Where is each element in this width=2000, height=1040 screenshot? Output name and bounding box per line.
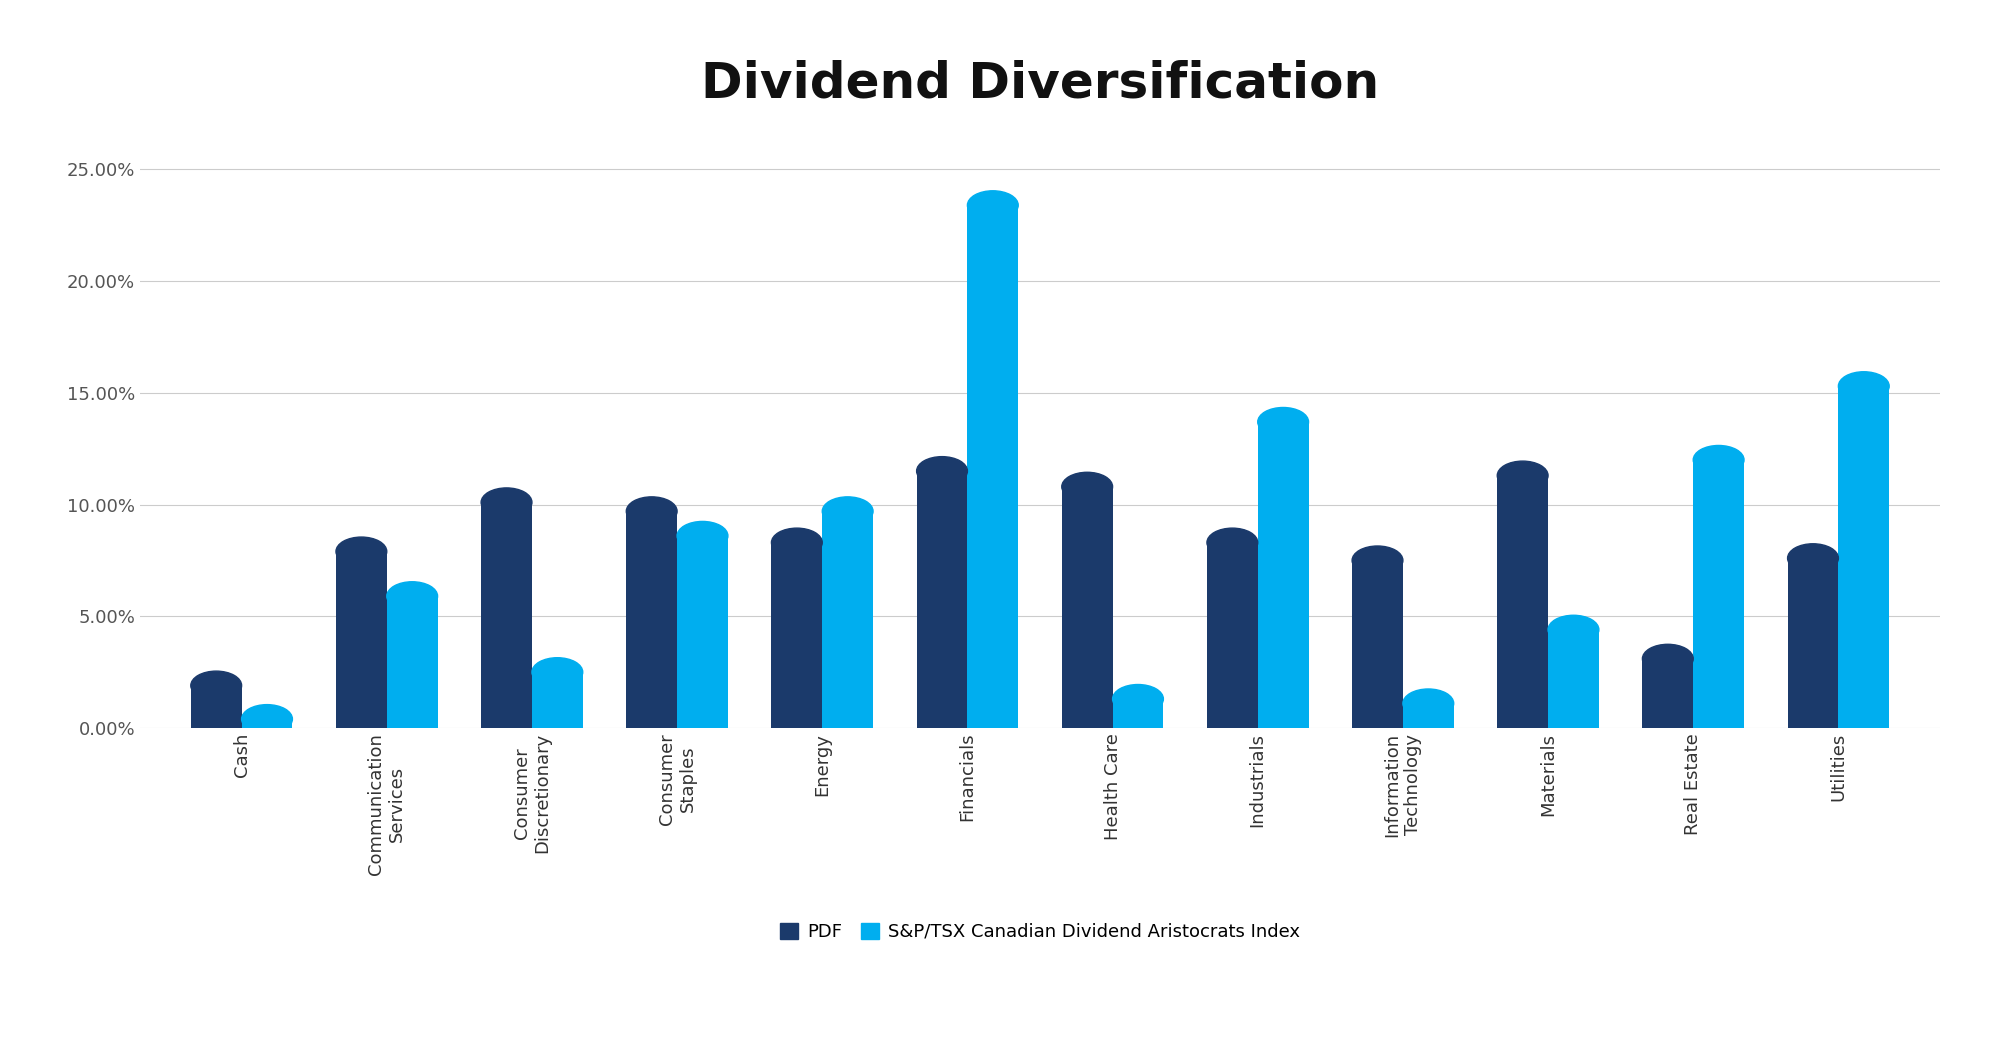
Ellipse shape: [678, 521, 728, 550]
Ellipse shape: [190, 671, 242, 700]
Ellipse shape: [482, 488, 532, 517]
Bar: [772, 543, 822, 728]
Bar: [1694, 460, 1744, 728]
Ellipse shape: [916, 457, 968, 486]
Ellipse shape: [626, 497, 678, 526]
Bar: [532, 672, 582, 728]
Bar: [626, 512, 678, 728]
Bar: [678, 536, 728, 728]
Bar: [1498, 475, 1548, 728]
Bar: [190, 685, 242, 728]
Ellipse shape: [532, 657, 582, 686]
Ellipse shape: [822, 497, 874, 526]
Ellipse shape: [1642, 645, 1694, 673]
Bar: [1548, 629, 1598, 728]
Bar: [1788, 558, 1838, 728]
Ellipse shape: [1402, 688, 1454, 718]
Bar: [1062, 487, 1112, 728]
Ellipse shape: [1062, 472, 1112, 501]
Bar: [968, 205, 1018, 728]
Ellipse shape: [1352, 546, 1402, 575]
Ellipse shape: [386, 581, 438, 610]
Ellipse shape: [1548, 616, 1598, 644]
Bar: [916, 471, 968, 728]
Bar: [1206, 543, 1258, 728]
Ellipse shape: [1112, 684, 1164, 713]
Bar: [1258, 422, 1308, 728]
Ellipse shape: [968, 190, 1018, 219]
Bar: [386, 596, 438, 728]
Ellipse shape: [242, 705, 292, 733]
Legend: PDF, S&P/TSX Canadian Dividend Aristocrats Index: PDF, S&P/TSX Canadian Dividend Aristocra…: [774, 915, 1306, 948]
Bar: [822, 512, 874, 728]
Ellipse shape: [1788, 544, 1838, 573]
Title: Dividend Diversification: Dividend Diversification: [700, 59, 1380, 107]
Ellipse shape: [1838, 371, 1890, 400]
Ellipse shape: [336, 537, 386, 566]
Bar: [1402, 703, 1454, 728]
Bar: [1112, 699, 1164, 728]
Bar: [242, 719, 292, 728]
Bar: [482, 502, 532, 728]
Bar: [1352, 561, 1402, 728]
Ellipse shape: [1498, 461, 1548, 490]
Ellipse shape: [1694, 445, 1744, 474]
Bar: [1838, 386, 1890, 728]
Bar: [1642, 658, 1694, 728]
Ellipse shape: [1206, 528, 1258, 557]
Ellipse shape: [772, 528, 822, 557]
Ellipse shape: [1258, 408, 1308, 437]
Bar: [336, 551, 386, 728]
